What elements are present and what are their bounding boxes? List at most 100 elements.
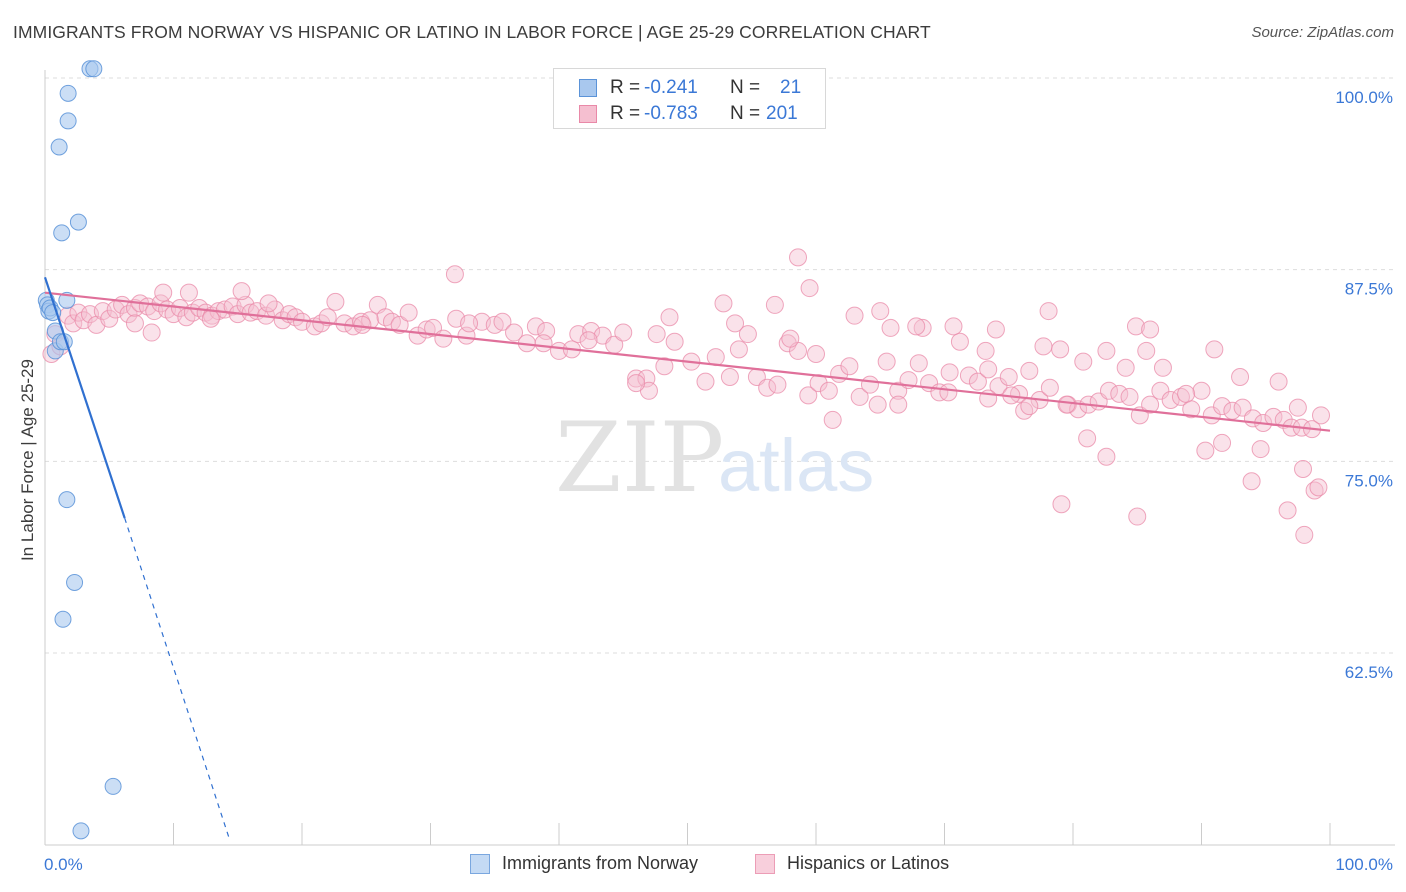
hispanics-trend-line — [44, 291, 1331, 432]
hispanics-point — [976, 341, 995, 360]
hispanics-point — [154, 283, 173, 302]
hispanics-point — [881, 318, 900, 337]
hispanics-point — [93, 302, 112, 321]
hispanics-point — [1020, 361, 1039, 380]
hispanics-point — [738, 325, 757, 344]
hispanics-point — [1294, 460, 1313, 478]
hispanics-point — [142, 323, 161, 342]
hispanics-point — [100, 309, 119, 328]
hispanics-point — [1039, 302, 1058, 321]
hispanics-point — [1251, 440, 1270, 459]
correlation-legend: R = -0.241 N = 21 R = -0.783 N = 201 — [553, 68, 826, 129]
hispanics-point — [614, 323, 633, 342]
legend-r-label: R = — [610, 77, 641, 98]
hispanics-point — [868, 395, 887, 414]
norway-point — [53, 224, 71, 242]
hispanics-point — [1153, 358, 1172, 377]
hispanics-point — [765, 295, 784, 314]
hispanics-point — [1051, 340, 1070, 359]
hispanics-point — [871, 302, 890, 321]
hispanics-point — [1097, 447, 1116, 466]
y-tick-label: 87.5% — [1345, 280, 1393, 299]
tick-labels: 100.0% 87.5% 75.0% 62.5% 0.0% 100.0% — [44, 88, 1393, 874]
norway-point — [85, 60, 103, 78]
hispanics-point — [860, 375, 879, 394]
legend-row-norway: R = -0.241 N = 21 — [554, 75, 825, 101]
norway-point — [58, 491, 76, 509]
legend-n-value: 201 — [766, 103, 798, 124]
hispanics-point — [840, 357, 859, 376]
hispanics-point — [758, 378, 777, 397]
norway-trend-extension — [124, 517, 230, 838]
hispanics-point — [819, 381, 838, 400]
hispanics-point — [534, 334, 553, 353]
legend-swatch-hispanics — [755, 854, 775, 874]
norway-point — [50, 138, 68, 156]
hispanics-point — [909, 354, 928, 373]
hispanics-point — [1202, 406, 1221, 425]
hispanics-point — [720, 368, 739, 386]
hispanics-point — [1269, 372, 1288, 391]
hispanics-point — [1128, 507, 1147, 526]
norway-point — [69, 213, 87, 231]
hispanics-point — [627, 369, 646, 388]
hispanics-point — [64, 314, 83, 333]
hispanics-point — [1213, 433, 1232, 452]
norway-point — [59, 84, 77, 102]
hispanics-point — [1205, 340, 1224, 359]
source-label: Source: ZipAtlas.com — [1251, 24, 1394, 41]
hispanics-point — [823, 410, 842, 429]
y-axis-label: In Labor Force | Age 25-29 — [18, 359, 37, 561]
norway-trend-line — [43, 276, 126, 519]
legend-r-value: -0.783 — [644, 103, 698, 124]
hispanics-point — [201, 309, 220, 328]
hispanics-point — [232, 282, 251, 301]
hispanics-point — [318, 308, 337, 327]
series-legend: Immigrants from Norway Hispanics or Lati… — [0, 850, 1406, 880]
y-tick-label: 62.5% — [1345, 663, 1393, 682]
hispanics-point — [1213, 397, 1232, 416]
hispanics-point — [877, 352, 896, 371]
hispanics-point — [445, 265, 464, 284]
hispanics-point — [807, 345, 825, 363]
hispanics-point — [850, 387, 869, 406]
hispanics-point — [1126, 317, 1145, 336]
hispanics-point — [726, 314, 745, 333]
hispanics-point — [979, 360, 998, 379]
hispanics-point — [809, 374, 828, 393]
hispanics-point — [778, 334, 797, 353]
hispanics-point — [696, 372, 715, 391]
hispanics-point — [1171, 387, 1190, 406]
hispanics-point — [1141, 395, 1160, 414]
hispanics-point — [800, 279, 819, 298]
hispanics-point — [768, 375, 787, 394]
hispanics-point — [125, 314, 144, 333]
norway-point — [59, 112, 77, 130]
hispanics-point — [1231, 368, 1250, 386]
hispanics-point — [950, 332, 969, 351]
norway-point — [104, 777, 122, 795]
legend-n-label: N = — [730, 103, 761, 124]
trend-lines — [43, 276, 1331, 838]
series-hispanics-points — [42, 248, 1331, 544]
hispanics-point — [714, 294, 733, 313]
hispanics-point — [1040, 378, 1059, 397]
hispanics-point — [286, 308, 305, 327]
x-tick-label: 100.0% — [1335, 855, 1393, 874]
hispanics-point — [845, 306, 864, 325]
hispanics-point — [1309, 478, 1328, 497]
hispanics-point — [1177, 384, 1196, 403]
hispanics-point — [939, 383, 958, 402]
hispanics-point — [259, 294, 278, 313]
hispanics-point — [986, 320, 1005, 339]
hispanics-point — [526, 317, 545, 336]
hispanics-point — [1078, 429, 1097, 448]
x-tick-label: 0.0% — [44, 855, 83, 874]
hispanics-point — [1034, 337, 1053, 356]
norway-point — [66, 573, 84, 591]
hispanics-point — [789, 248, 808, 267]
hispanics-point — [1120, 387, 1139, 406]
norway-point — [54, 610, 72, 628]
hispanics-point — [729, 340, 748, 359]
hispanics-point — [376, 308, 395, 327]
